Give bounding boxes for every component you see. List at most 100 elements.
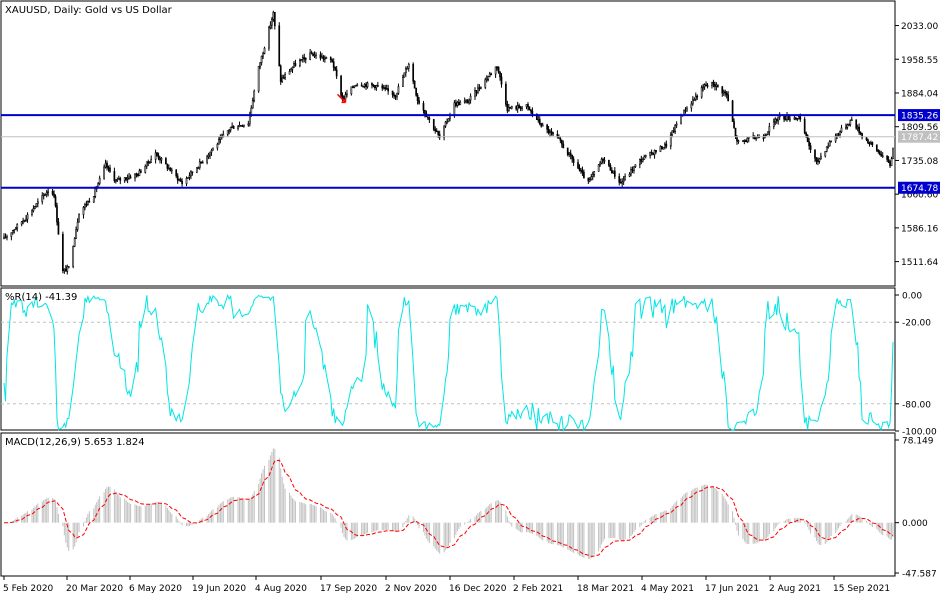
candle-body xyxy=(737,140,740,143)
candle-body xyxy=(518,105,520,108)
candle-body xyxy=(824,151,827,157)
candle-body xyxy=(134,173,136,179)
candle-body xyxy=(765,133,768,136)
candle-body xyxy=(179,179,182,182)
macd-axis: 78.149 0.000 -47.587 xyxy=(895,437,937,580)
candle-body xyxy=(859,132,862,134)
candle-body xyxy=(881,155,884,158)
candle-body xyxy=(836,133,838,137)
candle-body xyxy=(608,159,610,166)
candle-body xyxy=(6,236,8,239)
candle-body xyxy=(210,150,213,153)
candle-body xyxy=(487,76,490,80)
candle-body xyxy=(527,104,529,108)
arrow-icon[interactable] xyxy=(336,93,347,104)
candle-body xyxy=(10,232,13,237)
candle-body xyxy=(714,84,716,87)
candle-body xyxy=(166,163,169,169)
candle-body xyxy=(407,63,410,69)
candle-body xyxy=(259,62,261,67)
candle-body xyxy=(335,69,338,77)
candle-body xyxy=(138,170,141,177)
candle-body xyxy=(140,170,142,173)
candle-body xyxy=(188,175,191,178)
x-tick-label: 17 Sep 2020 xyxy=(320,584,377,594)
annotations xyxy=(336,93,347,104)
candle-body xyxy=(175,169,178,177)
candle-body xyxy=(212,147,214,151)
candle-body xyxy=(560,139,563,145)
candle-body xyxy=(129,176,132,179)
candle-body xyxy=(878,151,881,155)
candle-body xyxy=(260,55,263,64)
candle-body xyxy=(393,94,395,97)
candle-body xyxy=(731,100,734,122)
candle-body xyxy=(478,87,481,90)
candle-body xyxy=(288,71,291,75)
candle-body xyxy=(588,179,591,182)
y-tick-label: 1586.16 xyxy=(901,224,938,234)
candle-body xyxy=(207,154,210,157)
candle-body xyxy=(887,159,890,163)
candle-body xyxy=(117,178,120,180)
candle-body xyxy=(889,161,891,167)
candle-body xyxy=(418,100,420,104)
candle-body xyxy=(185,178,188,185)
candle-body xyxy=(546,124,548,130)
candle-body xyxy=(123,177,126,181)
candle-body xyxy=(509,107,512,109)
candle-body xyxy=(744,140,747,143)
candle-body xyxy=(540,123,543,127)
chart-title: XAUUSD, Daily: Gold vs US Dollar xyxy=(5,5,173,16)
candle-body xyxy=(525,104,528,108)
current-price-label: 1787.42 xyxy=(901,133,938,143)
candle-body xyxy=(41,195,44,202)
x-tick-label: 18 Mar 2021 xyxy=(577,584,634,594)
candle-body xyxy=(144,165,147,173)
x-tick-label: 2 Feb 2021 xyxy=(513,584,563,594)
y-tick-label: 1511.64 xyxy=(901,258,938,268)
candle-body xyxy=(775,118,778,122)
candle-body xyxy=(257,65,260,92)
candle-body xyxy=(243,124,245,127)
macd-y-tick-label: -47.587 xyxy=(902,570,937,580)
candle-body xyxy=(599,162,601,166)
candle-body xyxy=(519,107,522,109)
candle-body xyxy=(281,77,284,82)
candle-body xyxy=(808,141,810,146)
candle-body xyxy=(505,83,507,105)
candle-body xyxy=(78,214,80,223)
candle-body xyxy=(664,143,666,148)
candle-body xyxy=(671,130,674,136)
candle-body xyxy=(474,90,476,97)
y-tick-label: 1958.55 xyxy=(901,56,938,66)
candle-body xyxy=(703,84,706,88)
candle-body xyxy=(742,140,744,142)
candle-body xyxy=(562,143,565,149)
candle-body xyxy=(669,134,672,147)
candle-body xyxy=(659,145,662,153)
wpr-levels xyxy=(1,321,895,405)
candle-body xyxy=(485,78,488,81)
candle-body xyxy=(396,92,398,98)
candle-body xyxy=(649,151,651,156)
x-tick-label: 4 May 2021 xyxy=(641,584,694,594)
candle-body xyxy=(611,170,613,174)
candle-body xyxy=(531,110,534,115)
candle-body xyxy=(733,121,735,129)
candle-body xyxy=(4,236,7,239)
candle-body xyxy=(734,127,737,138)
candle-body xyxy=(674,124,677,132)
candle-body xyxy=(447,118,450,123)
candle-body xyxy=(73,238,76,247)
candle-body xyxy=(778,115,781,118)
candle-body xyxy=(402,76,404,87)
candle-body xyxy=(600,158,603,164)
candle-body xyxy=(488,73,491,77)
candle-body xyxy=(106,162,108,168)
candle-body xyxy=(820,155,822,160)
candle-body xyxy=(23,220,26,222)
wpr-y-tick-label: -100.00 xyxy=(902,428,937,438)
candle-body xyxy=(45,192,48,195)
